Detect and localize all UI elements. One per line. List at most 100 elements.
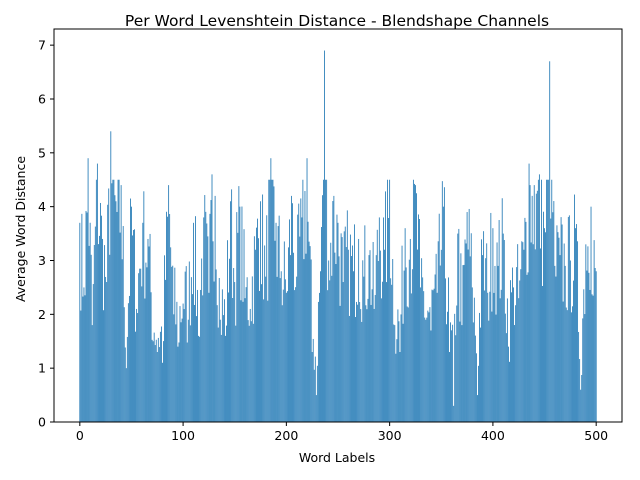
bar <box>183 309 185 422</box>
bar <box>88 245 90 422</box>
bar <box>503 240 505 422</box>
bar <box>275 222 277 422</box>
bar <box>496 242 498 422</box>
bar <box>118 179 120 422</box>
bar <box>388 217 390 422</box>
bar <box>150 292 152 422</box>
bar <box>482 255 483 422</box>
bar <box>198 335 199 422</box>
bar <box>329 280 331 422</box>
bar <box>462 265 464 422</box>
bar <box>486 243 488 422</box>
bar <box>380 298 382 422</box>
bar <box>448 277 449 422</box>
y-tick-label: 7 <box>38 38 46 53</box>
bar <box>510 280 511 422</box>
bar <box>251 276 253 422</box>
bar <box>169 214 171 422</box>
bar <box>563 243 565 422</box>
bar <box>490 212 492 422</box>
bar <box>288 247 289 422</box>
bar <box>498 220 500 422</box>
bar <box>544 228 545 422</box>
bar <box>372 242 374 422</box>
bar <box>454 313 456 422</box>
bar <box>114 195 116 422</box>
bar <box>315 395 317 422</box>
bar <box>195 216 196 422</box>
bar <box>392 259 394 422</box>
bar <box>292 203 293 422</box>
bar <box>491 311 493 422</box>
bar <box>196 316 197 422</box>
bar <box>258 238 259 422</box>
bar <box>415 185 416 422</box>
bar <box>417 249 418 422</box>
bar <box>457 233 459 422</box>
bar <box>368 255 370 422</box>
bar <box>264 245 266 422</box>
bar <box>483 231 485 422</box>
bar <box>313 369 315 422</box>
bar <box>158 347 160 422</box>
bar <box>505 333 507 422</box>
bar <box>473 297 475 422</box>
bar <box>137 313 139 422</box>
bar <box>191 294 193 422</box>
bar <box>240 300 242 422</box>
bar <box>528 163 530 422</box>
bar <box>343 231 345 422</box>
bar <box>228 292 229 422</box>
bar <box>238 186 240 422</box>
bar <box>469 256 471 422</box>
bar <box>253 236 255 422</box>
bar <box>439 265 441 422</box>
bar <box>265 276 267 422</box>
bar <box>127 303 129 422</box>
bar <box>85 210 87 422</box>
bar <box>138 273 140 422</box>
bar <box>468 208 470 422</box>
y-tick-label: 6 <box>38 91 46 106</box>
bar <box>147 238 149 422</box>
bar <box>373 308 375 422</box>
bar <box>443 187 445 422</box>
bar <box>179 306 181 422</box>
bar <box>171 266 173 422</box>
bar <box>582 318 584 422</box>
bar <box>286 291 288 422</box>
bar <box>465 243 467 422</box>
bar <box>269 179 271 422</box>
bar <box>323 179 324 422</box>
bar <box>299 236 301 422</box>
bar <box>477 395 478 422</box>
bar <box>144 298 146 422</box>
bar <box>538 174 540 422</box>
bar <box>212 241 214 422</box>
bar <box>294 290 296 422</box>
bar <box>400 314 402 422</box>
bar <box>226 325 227 422</box>
bar <box>553 201 555 422</box>
bar <box>537 179 539 422</box>
bar <box>337 222 339 422</box>
bar <box>220 334 222 422</box>
bar <box>225 335 226 422</box>
bar <box>307 221 309 422</box>
bar <box>108 188 110 422</box>
bar <box>374 295 376 422</box>
bar <box>354 224 355 422</box>
bar <box>344 226 346 422</box>
bar <box>246 277 248 422</box>
bar <box>352 245 353 422</box>
bar <box>548 179 550 422</box>
bar <box>466 212 468 422</box>
bar <box>407 307 409 422</box>
bar <box>310 259 312 422</box>
bar <box>398 321 400 422</box>
bar <box>532 244 534 422</box>
bar <box>575 228 576 422</box>
bar <box>494 265 496 422</box>
bar <box>424 317 426 422</box>
